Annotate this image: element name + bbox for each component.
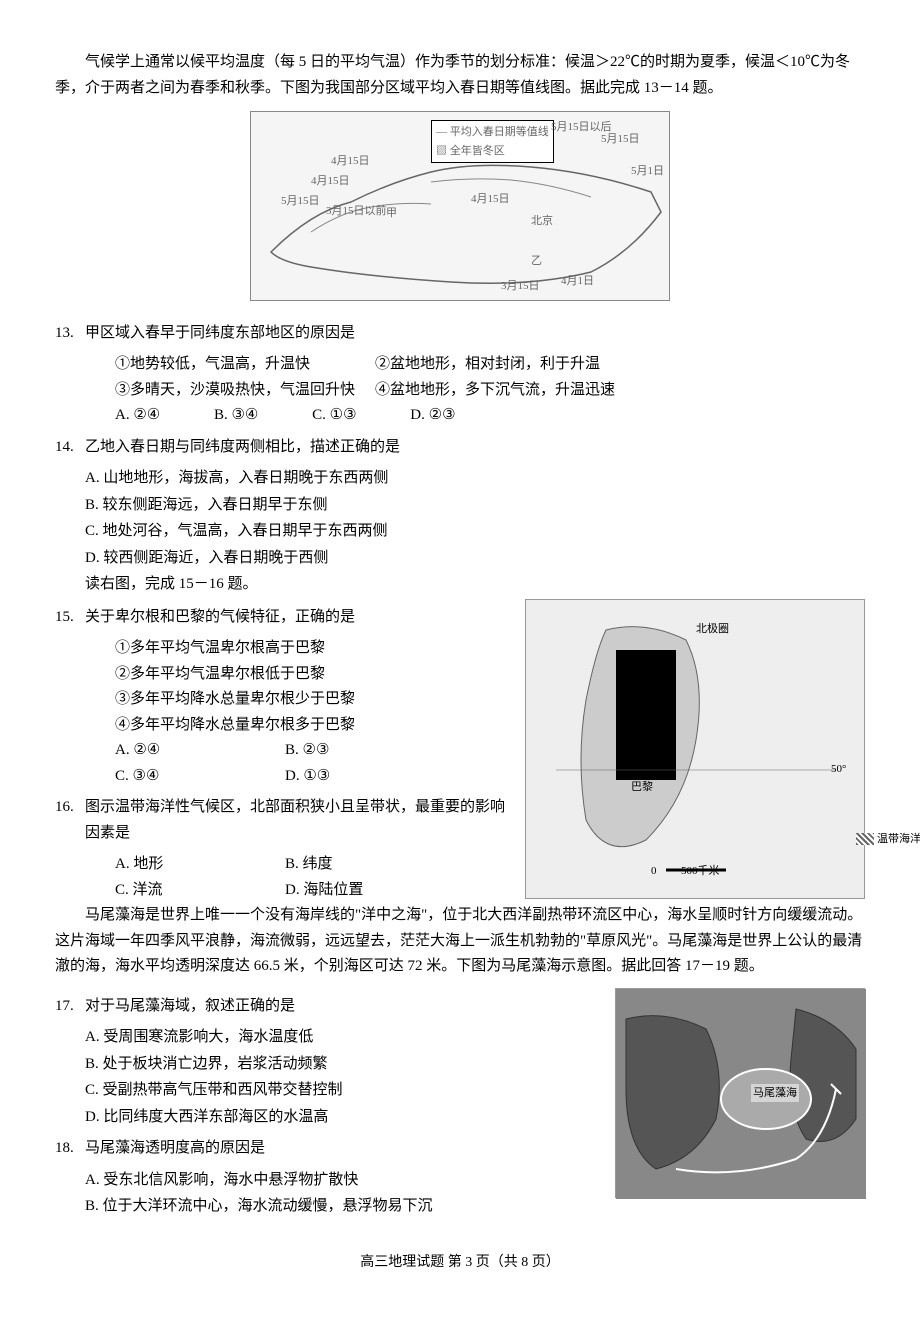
figure-1-container: — 平均入春日期等值线 ▨ 全年皆冬区 4月15日 4月15日 5月15日 3月…: [55, 111, 865, 311]
q17-number: 17.: [55, 994, 85, 1020]
q13-number: 13.: [55, 321, 85, 347]
q13-stem: 甲区域入春早于同纬度东部地区的原因是: [85, 325, 355, 341]
map-label: 3月15日以前: [326, 202, 387, 221]
q16-opt-a: A. 地形: [115, 852, 285, 878]
q17-opt-d: D. 比同纬度大西洋东部海区的水温高: [115, 1105, 605, 1131]
question-14: 14.乙地入春日期与同纬度两侧相比，描述正确的是: [55, 435, 865, 461]
intro-paragraph-1: 气候学上通常以候平均温度（每 5 日的平均气温）作为季节的划分标准：候温＞22℃…: [55, 50, 865, 101]
map-label: 乙: [531, 252, 542, 271]
q15-opt-a: A. ②④: [115, 738, 285, 764]
page-footer: 高三地理试题 第 3 页（共 8 页）: [55, 1251, 865, 1275]
map2-label: 0: [651, 862, 657, 881]
q14-options: A. 山地地形，海拔高，入春日期晚于东西两侧 B. 较东侧距海远，入春日期早于东…: [55, 466, 865, 598]
map2-label: 500千米: [681, 862, 720, 881]
q13-item-3: ③多晴天，沙漠吸热快，气温回升快: [115, 378, 375, 404]
q18-opt-a: A. 受东北信风影响，海水中悬浮物扩散快: [115, 1168, 605, 1194]
q13-opt-b: B. ③④: [214, 403, 258, 429]
map2-legend: 温带海洋性气候: [856, 830, 920, 849]
q15-number: 15.: [55, 605, 85, 631]
question-13: 13.甲区域入春早于同纬度东部地区的原因是: [55, 321, 865, 347]
map-label: 5月15日: [281, 192, 320, 211]
q17-opt-a: A. 受周围寒流影响大，海水温度低: [115, 1025, 605, 1051]
q17-options: A. 受周围寒流影响大，海水温度低 B. 处于板块消亡边界，岩浆活动频繁 C. …: [55, 1025, 605, 1130]
china-spring-map: — 平均入春日期等值线 ▨ 全年皆冬区 4月15日 4月15日 5月15日 3月…: [250, 111, 670, 301]
q15-options: A. ②④ B. ②③ C. ③④ D. ①③: [55, 738, 515, 789]
question-17: 17.对于马尾藻海域，叙述正确的是: [55, 994, 605, 1020]
intro-paragraph-2: 马尾藻海是世界上唯一一个没有海岸线的"洋中之海"，位于北大西洋副热带环流区中心，…: [55, 903, 865, 980]
map-label: 5月1日: [631, 162, 664, 181]
q15-item-3: ③多年平均降水总量卑尔根少于巴黎: [115, 687, 515, 713]
map2-label: 北极圈: [696, 620, 729, 639]
sargasso-sea-map: 马尾藻海: [615, 988, 865, 1198]
q14-number: 14.: [55, 435, 85, 461]
q16-number: 16.: [55, 795, 85, 821]
map2-label: 50°: [831, 760, 846, 779]
q15-item-1: ①多年平均气温卑尔根高于巴黎: [115, 636, 515, 662]
map-label: 4月15日: [331, 152, 370, 171]
q18-stem: 马尾藻海透明度高的原因是: [85, 1140, 265, 1156]
q17-opt-c: C. 受副热带高气压带和西风带交替控制: [115, 1078, 605, 1104]
question-18: 18.马尾藻海透明度高的原因是: [55, 1136, 605, 1162]
q14-opt-c: C. 地处河谷，气温高，入春日期早于东西两侧: [115, 519, 865, 545]
q16-opt-d: D. 海陆位置: [285, 878, 455, 904]
q13-opt-c: C. ①③: [312, 403, 356, 429]
q13-item-4: ④盆地地形，多下沉气流，升温迅速: [375, 378, 615, 404]
q18-number: 18.: [55, 1136, 85, 1162]
q15-item-2: ②多年平均气温卑尔根低于巴黎: [115, 662, 515, 688]
map-label: 5月15日以后: [551, 118, 612, 137]
q16-stem: 图示温带海洋性气候区，北部面积狭小且呈带状，最重要的影响因素是: [85, 799, 505, 841]
europe-climate-map: 北极圈 卑尔根 北海 巴黎 50° 0 500千米 温带海洋性气候: [525, 599, 865, 899]
q15-item-4: ④多年平均降水总量卑尔根多于巴黎: [115, 713, 515, 739]
map-label: 4月1日: [561, 272, 594, 291]
map-label: 4月15日: [471, 190, 510, 209]
map-label: 3月15日: [501, 277, 540, 296]
q16-opt-c: C. 洋流: [115, 878, 285, 904]
q18-opt-b: B. 位于大洋环流中心，海水流动缓慢，悬浮物易下沉: [115, 1194, 605, 1220]
q13-opt-d: D. ②③: [410, 403, 455, 429]
map2-label: 北海: [636, 730, 658, 749]
q15-stem: 关于卑尔根和巴黎的气候特征，正确的是: [85, 609, 355, 625]
read-instruction: 读右图，完成 15－16 题。: [115, 572, 865, 598]
map3-label: 马尾藻海: [751, 1084, 799, 1103]
q15-items: ①多年平均气温卑尔根高于巴黎 ②多年平均气温卑尔根低于巴黎 ③多年平均降水总量卑…: [55, 636, 515, 738]
q17-opt-b: B. 处于板块消亡边界，岩浆活动频繁: [115, 1052, 605, 1078]
q17-stem: 对于马尾藻海域，叙述正确的是: [85, 998, 295, 1014]
q13-options: A. ②④ B. ③④ C. ①③ D. ②③: [55, 403, 865, 429]
q15-opt-c: C. ③④: [115, 764, 285, 790]
q18-options: A. 受东北信风影响，海水中悬浮物扩散快 B. 位于大洋环流中心，海水流动缓慢，…: [55, 1168, 605, 1220]
question-15: 15.关于卑尔根和巴黎的气候特征，正确的是: [55, 605, 515, 631]
map-label: 北京: [531, 212, 553, 231]
map2-label: 卑尔根: [636, 695, 669, 714]
map-label: 甲: [386, 204, 397, 223]
q14-opt-d: D. 较西侧距海近，入春日期晚于西侧: [115, 546, 865, 572]
q13-item-1: ①地势较低，气温高，升温快: [115, 352, 375, 378]
q13-opt-a: A. ②④: [115, 403, 160, 429]
q16-options: A. 地形 B. 纬度 C. 洋流 D. 海陆位置: [55, 852, 515, 903]
q14-opt-b: B. 较东侧距海远，入春日期早于东侧: [115, 493, 865, 519]
q13-items: ①地势较低，气温高，升温快 ②盆地地形，相对封闭，利于升温 ③多晴天，沙漠吸热快…: [55, 352, 865, 403]
question-16: 16.图示温带海洋性气候区，北部面积狭小且呈带状，最重要的影响因素是: [55, 795, 515, 846]
q14-opt-a: A. 山地地形，海拔高，入春日期晚于东西两侧: [115, 466, 865, 492]
map-label: 4月15日: [311, 172, 350, 191]
q15-opt-b: B. ②③: [285, 738, 455, 764]
q13-item-2: ②盆地地形，相对封闭，利于升温: [375, 352, 600, 378]
map2-legend-text: 温带海洋性气候: [877, 833, 920, 845]
map2-label: 巴黎: [631, 778, 653, 797]
q16-opt-b: B. 纬度: [285, 852, 455, 878]
q14-stem: 乙地入春日期与同纬度两侧相比，描述正确的是: [85, 439, 400, 455]
q15-opt-d: D. ①③: [285, 764, 455, 790]
